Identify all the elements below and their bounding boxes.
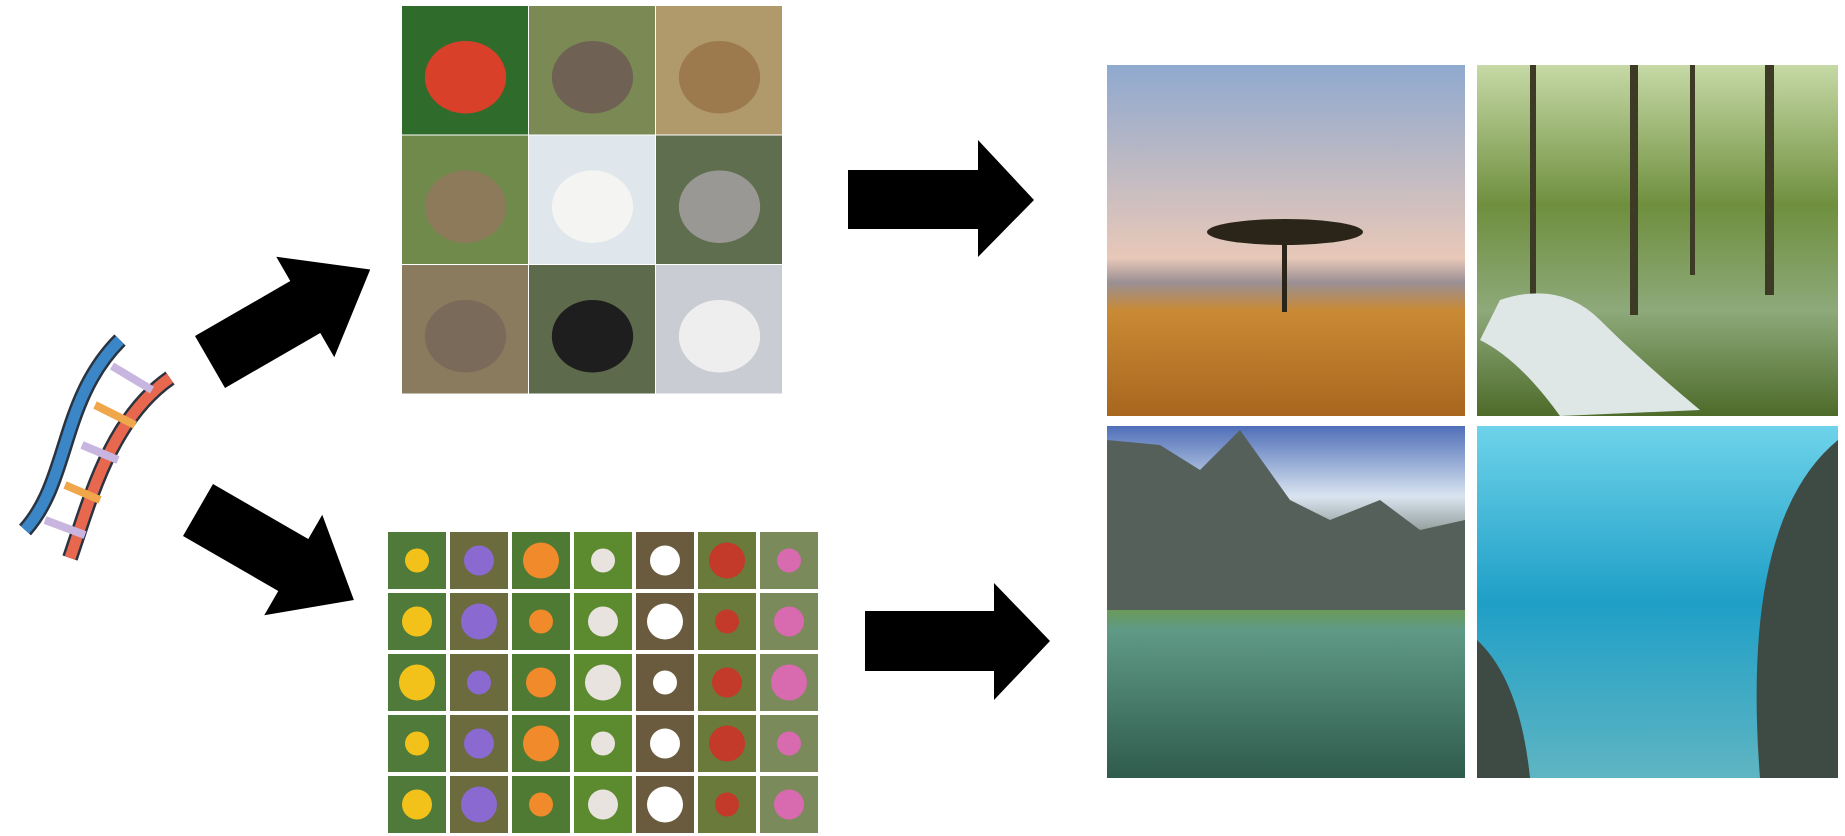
animal-shape [551,299,634,373]
animal-shape [551,40,634,114]
animal-shape [424,170,507,243]
arrows [183,140,1050,700]
acacia-tree [1207,219,1363,312]
animal-grid [402,6,782,394]
habitat-grid [1107,65,1838,778]
species-shape [523,725,559,762]
species-shape [777,548,801,573]
species-shape [591,731,615,756]
species-shape [650,728,680,759]
species-shape [464,545,494,576]
species-shape [650,545,680,576]
species-shape [709,725,745,762]
arrow-down-right [183,484,354,616]
species-shape [529,609,553,634]
species-shape [526,667,556,698]
dna-icon [18,334,175,561]
species-shape [402,789,432,820]
species-shape [461,603,497,640]
species-shape [647,786,683,823]
arrow-up-right [195,256,371,388]
species-shape [464,728,494,759]
species-shape [529,792,553,817]
tree-trunks [1530,65,1774,315]
species-shape [715,609,739,634]
species-shape [771,664,807,701]
species-grid [388,532,818,833]
species-shape [712,667,742,698]
species-shape [709,542,745,579]
species-shape [591,548,615,573]
species-shape [777,731,801,756]
animal-shape [551,170,634,243]
arrow-right [865,583,1050,700]
arrow-right [848,140,1034,257]
species-shape [647,603,683,640]
species-shape [715,792,739,817]
animal-shape [424,40,507,114]
rocks [1477,440,1838,778]
species-shape [467,670,491,695]
species-shape [523,542,559,579]
species-shape [774,606,804,637]
species-shape [402,606,432,637]
species-shape [588,789,618,820]
species-shape [774,789,804,820]
mountains [1107,430,1465,610]
animal-shape [424,299,507,373]
species-shape [585,664,621,701]
species-shape [399,664,435,701]
animal-shape [678,40,761,114]
species-shape [405,731,429,756]
species-shape [653,670,677,695]
species-shape [405,548,429,573]
animal-shape [678,299,761,373]
stream [1480,293,1700,416]
species-shape [588,606,618,637]
animal-shape [678,170,761,243]
species-shape [461,786,497,823]
